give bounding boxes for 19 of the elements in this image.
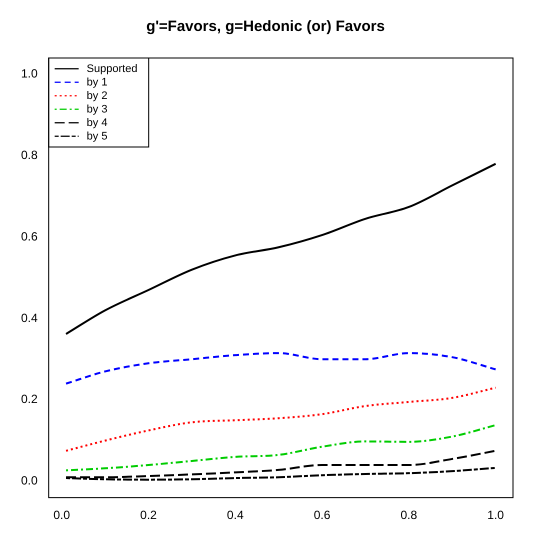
y-tick-label: 0.6 — [20, 229, 38, 244]
legend-label: by 2 — [86, 90, 108, 102]
x-tick-label: 1.0 — [487, 508, 504, 522]
y-tick-label: 1.0 — [20, 66, 38, 81]
legend-label: by 5 — [86, 130, 108, 142]
x-tick-label: 0.8 — [400, 508, 418, 522]
chart-title: g'=Favors, g=Hedonic (or) Favors — [146, 18, 385, 36]
x-tick-label: 0.0 — [53, 508, 70, 522]
legend-label: by 3 — [86, 103, 108, 116]
y-tick-label: 0.4 — [20, 310, 38, 325]
y-tick-label: 0.8 — [20, 148, 38, 162]
y-tick-label: 0.2 — [20, 392, 38, 406]
x-tick-label: 0.6 — [314, 508, 331, 522]
y-tick-label: 0.0 — [20, 474, 38, 488]
legend-label: Supported — [86, 62, 138, 75]
legend-label: by 1 — [86, 76, 108, 88]
x-tick-label: 0.4 — [226, 508, 244, 522]
x-tick-label: 0.2 — [140, 508, 158, 522]
legend-label: by 4 — [86, 116, 108, 129]
